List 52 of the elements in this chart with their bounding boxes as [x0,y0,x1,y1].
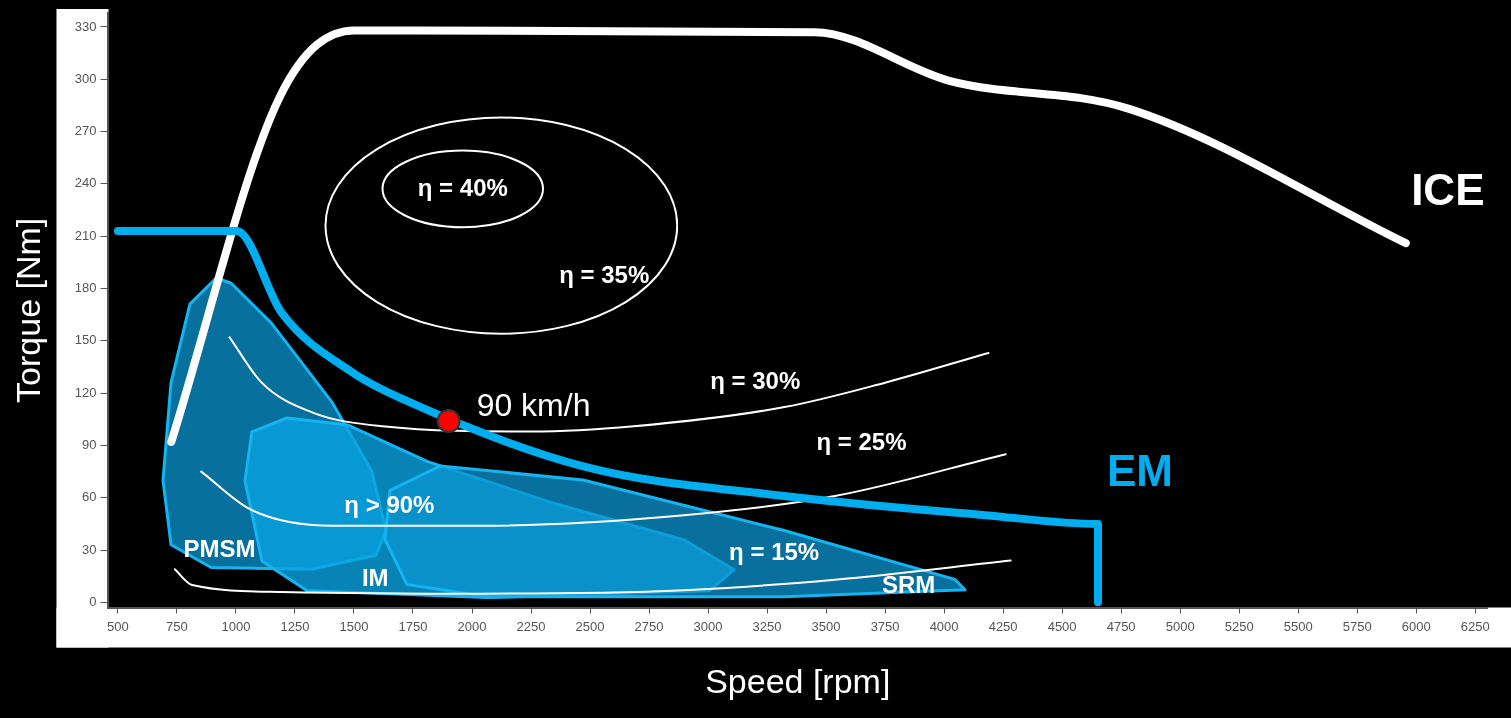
y-tick-label: 90 [82,437,97,453]
x-tick-label: 2500 [575,618,605,634]
series-label: EM [1107,446,1173,496]
x-tick-label: 5000 [1165,618,1195,634]
x-tick-label: 750 [166,618,188,634]
annotation: PMSM [183,534,256,562]
x-tick-label: 1250 [280,618,310,634]
line-series [200,453,1007,527]
x-tick-label: 1500 [339,618,369,634]
x-axis-title: Speed [rpm] [705,661,891,700]
y-axis-title: Torque [Nm] [8,217,47,403]
x-tick-label: 3500 [811,618,841,634]
x-tick-label: 3250 [752,618,782,634]
annotation: IM [361,564,389,592]
y-tick-label: 30 [82,541,97,557]
x-tick-label: 4500 [1047,618,1077,634]
x-tick-label: 1750 [398,618,428,634]
x-tick-label: 2750 [634,618,664,634]
x-tick-label: 4750 [1106,618,1136,634]
y-tick-label: 120 [74,384,97,400]
x-tick-label: 5750 [1342,618,1372,634]
y-tick-label: 330 [74,18,97,34]
y-tick-label: 0 [89,593,97,609]
y-tick-label: 270 [74,123,97,139]
x-tick-label: 5250 [1224,618,1254,634]
y-tick-label: 240 [74,175,97,191]
x-tick-label: 500 [107,618,129,634]
annotation: η = 35% [559,260,650,288]
annotation: SRM [882,571,936,599]
x-tick-label: 4000 [929,618,959,634]
annotation: η = 25% [816,428,907,456]
y-tick-label: 150 [74,332,97,348]
y-tick-label: 180 [74,280,97,296]
x-tick-label: 2000 [457,618,487,634]
annotation: η > 90% [344,491,435,519]
x-tick-label: 6000 [1401,618,1431,634]
annotation: η = 40% [417,173,508,201]
x-tick-label: 4250 [988,618,1018,634]
y-tick-label: 210 [74,227,97,243]
x-tick-label: 3750 [870,618,900,634]
x-tick-label: 1000 [221,618,251,634]
line-series [228,336,990,433]
annotation: 90 km/h [476,386,591,423]
x-tick-label: 2250 [516,618,546,634]
annotation: η = 30% [710,367,801,395]
y-tick-label: 300 [74,70,97,86]
series-label: ICE [1411,165,1485,215]
y-tick-label: 60 [82,489,97,505]
annotation: η = 15% [729,538,820,566]
x-tick-label: 5500 [1283,618,1313,634]
x-tick-label: 3000 [693,618,723,634]
x-tick-label: 6250 [1460,618,1490,634]
